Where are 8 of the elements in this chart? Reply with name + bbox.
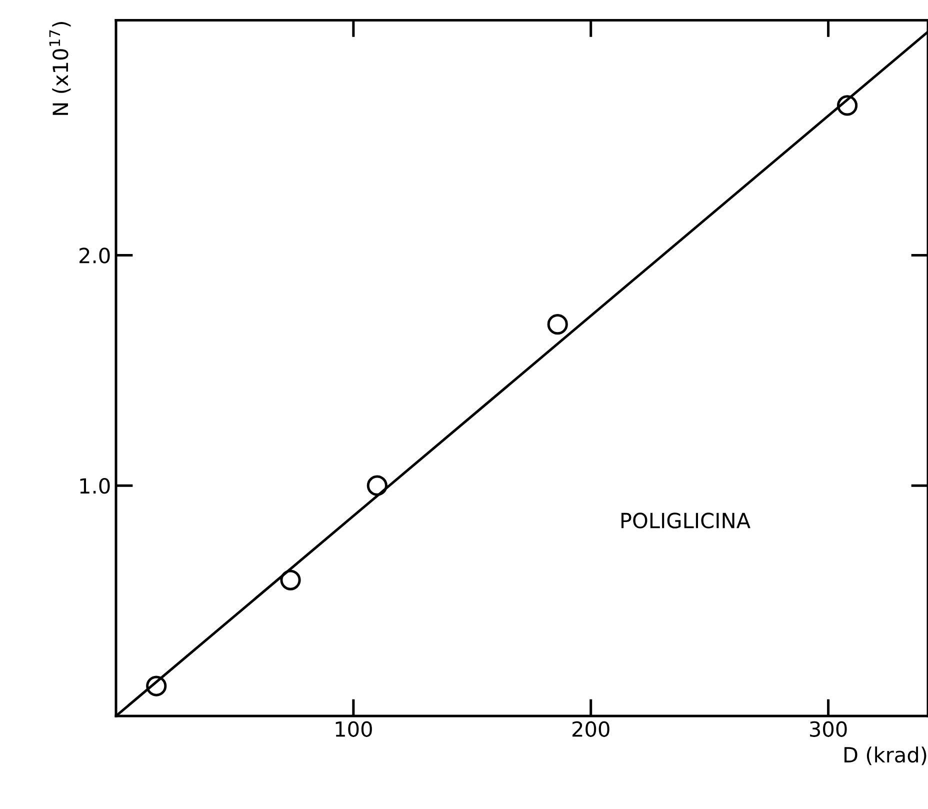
x-tick-label: 100: [336, 721, 372, 737]
x-tick-label: 300: [810, 721, 847, 737]
y-tick-label: 2.0: [80, 248, 110, 264]
x-axis-title: D (krad): [844, 746, 926, 766]
x-tick-label: 200: [572, 721, 610, 737]
y-tick-label: 1.0: [80, 478, 110, 494]
annotation: POLIGLICINA: [621, 512, 750, 528]
y-axis-title: N (x10$^{17}$): [49, 22, 71, 115]
